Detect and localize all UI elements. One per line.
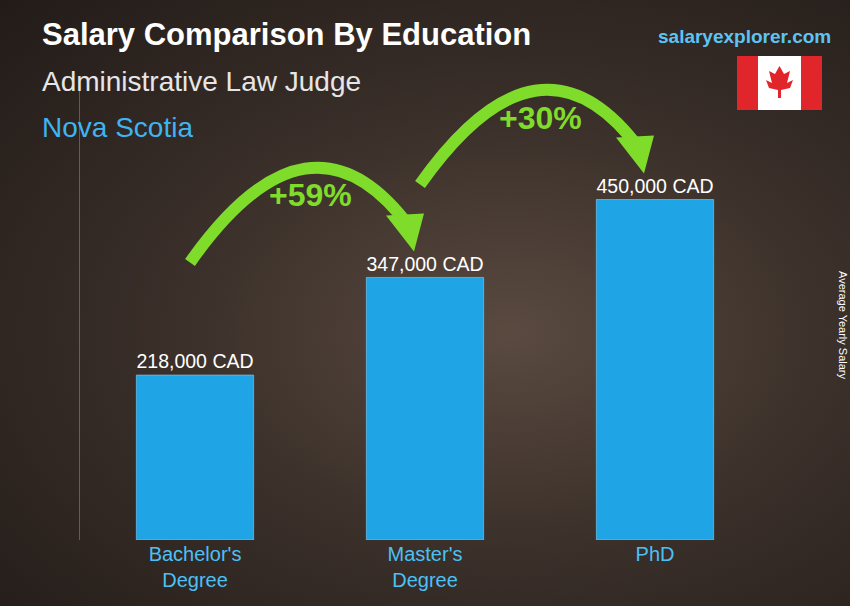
svg-text:Salary Comparison By Education: Salary Comparison By Education (42, 17, 531, 52)
svg-text:Master'sDegree: Master'sDegree (388, 543, 463, 591)
svg-text:347,000 CAD: 347,000 CAD (366, 253, 483, 275)
svg-text:+59%: +59% (269, 177, 352, 213)
svg-text:Nova Scotia: Nova Scotia (42, 112, 193, 143)
svg-text:salaryexplorer.com: salaryexplorer.com (658, 26, 831, 47)
svg-text:Administrative Law Judge: Administrative Law Judge (42, 66, 361, 97)
svg-text:Bachelor'sDegree: Bachelor'sDegree (149, 543, 242, 591)
svg-text:218,000 CAD: 218,000 CAD (136, 350, 253, 372)
svg-text:PhD: PhD (636, 543, 675, 565)
svg-text:+30%: +30% (499, 100, 582, 136)
svg-text:450,000 CAD: 450,000 CAD (596, 175, 713, 197)
svg-text:Average Yearly Salary: Average Yearly Salary (837, 271, 849, 380)
